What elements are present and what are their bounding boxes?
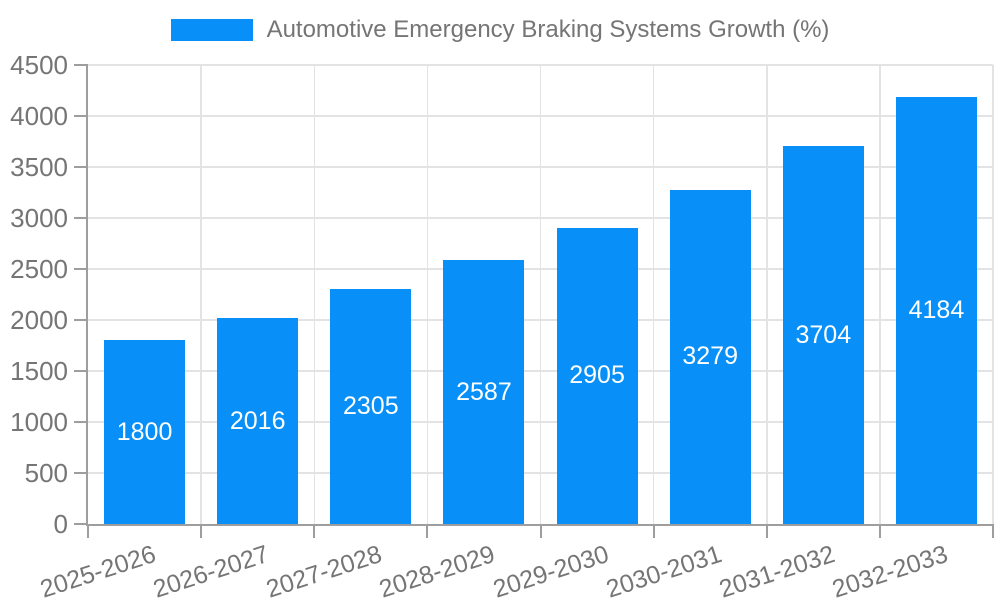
- x-axis-tick: [992, 524, 994, 538]
- x-axis-label: 2030-2031: [602, 540, 725, 600]
- gridline-vertical: [879, 65, 881, 524]
- x-axis-tick: [765, 524, 768, 538]
- gridline-vertical: [426, 65, 429, 524]
- bar-value-label: 2305: [343, 391, 399, 420]
- x-axis-tick: [539, 524, 542, 538]
- bar-value-label: 3704: [795, 320, 852, 349]
- y-axis-label: 3000: [10, 203, 68, 233]
- y-axis-tick: [74, 319, 88, 321]
- x-axis-label: 2031-2032: [715, 540, 838, 600]
- bar-value-label: 2016: [229, 406, 286, 435]
- bar-value-label: 2905: [569, 361, 625, 390]
- x-axis-label: 2032-2033: [828, 540, 952, 600]
- gridline-vertical: [200, 65, 202, 524]
- bar-2025-2026: 1800: [104, 340, 186, 524]
- x-axis-label: 2025-2026: [36, 540, 160, 600]
- x-axis-tick: [426, 524, 429, 538]
- y-axis-tick: [74, 268, 88, 270]
- gridline-vertical: [652, 65, 655, 524]
- x-axis-line: [86, 524, 993, 526]
- x-axis-tick: [878, 524, 881, 538]
- x-axis-tick: [200, 524, 203, 538]
- x-axis-label: 2027-2028: [263, 540, 386, 600]
- bar-value-label: 2587: [456, 377, 512, 406]
- y-axis-label: 500: [24, 458, 68, 488]
- y-axis-label: 2500: [10, 254, 68, 284]
- y-axis-tick: [74, 115, 88, 117]
- gridline-vertical: [313, 65, 315, 524]
- y-axis-label: 4500: [10, 50, 68, 80]
- gridline-vertical: [766, 65, 768, 524]
- y-axis-label: 1000: [10, 407, 68, 437]
- y-axis-label: 2000: [10, 305, 68, 335]
- bar-2032-2033: 4184: [895, 97, 977, 524]
- y-axis-tick: [74, 523, 88, 525]
- y-axis-label: 1500: [10, 356, 68, 386]
- y-axis-tick: [74, 217, 88, 219]
- y-axis-line: [86, 65, 88, 526]
- bar-2027-2028: 2305: [330, 288, 412, 524]
- chart-legend: Automotive Emergency Braking Systems Gro…: [0, 16, 1000, 44]
- bar-value-label: 3279: [682, 342, 738, 371]
- y-axis-tick: [74, 472, 88, 474]
- bar-2031-2032: 3704: [782, 146, 864, 524]
- x-axis-label: 2028-2029: [376, 540, 499, 600]
- gridline-vertical: [539, 65, 542, 524]
- x-axis-tick: [652, 524, 655, 538]
- legend-label: Automotive Emergency Braking Systems Gro…: [266, 16, 830, 43]
- bar-2029-2030: 2905: [556, 227, 638, 524]
- bar-value-label: 1800: [116, 417, 173, 446]
- y-axis-tick: [74, 64, 88, 66]
- y-axis-tick: [74, 421, 88, 423]
- bar-2028-2029: 2587: [443, 260, 525, 524]
- bar-2030-2031: 3279: [669, 189, 751, 524]
- x-axis-tick: [87, 524, 89, 538]
- gridline-vertical: [992, 65, 994, 524]
- bar-2026-2027: 2016: [217, 318, 299, 524]
- legend-swatch-icon: [170, 19, 253, 41]
- x-axis-label: 2029-2030: [489, 540, 612, 600]
- y-axis-label: 3500: [10, 152, 68, 182]
- x-axis-tick: [313, 524, 316, 538]
- x-axis-label: 2026-2027: [149, 540, 273, 600]
- y-axis-tick: [74, 166, 88, 168]
- y-axis-label: 4000: [10, 101, 68, 131]
- y-axis-label: 0: [53, 509, 68, 539]
- bar-value-label: 4184: [908, 296, 965, 325]
- y-axis-tick: [74, 370, 88, 372]
